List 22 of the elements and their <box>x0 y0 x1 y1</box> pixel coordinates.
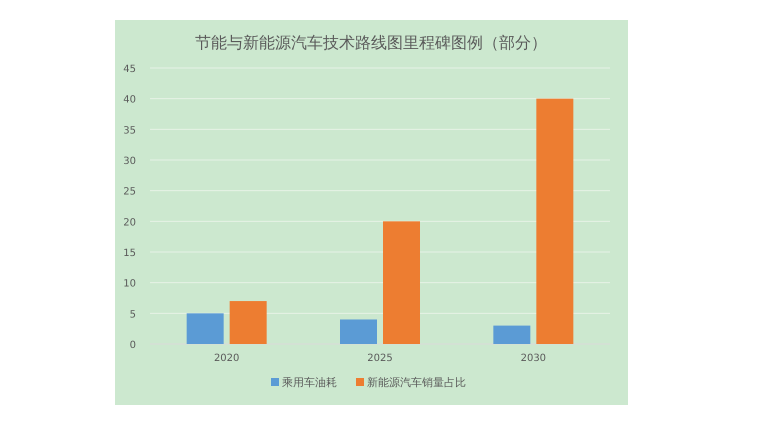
bar <box>186 313 224 344</box>
legend-label: 乘用车油耗 <box>282 376 337 389</box>
y-tick-label: 20 <box>123 217 136 228</box>
bar <box>230 301 267 344</box>
y-tick-label: 5 <box>130 309 136 320</box>
y-tick-label: 45 <box>123 64 136 75</box>
bar <box>493 326 530 344</box>
chart-title: 节能与新能源汽车技术路线图里程碑图例（部分） <box>195 33 547 52</box>
bar <box>536 98 574 344</box>
y-tick-label: 40 <box>123 94 136 106</box>
y-tick-label: 0 <box>130 340 136 351</box>
legend-label: 新能源汽车销量占比 <box>367 376 466 389</box>
y-tick-label: 30 <box>123 156 136 167</box>
y-tick-label: 35 <box>123 125 136 136</box>
x-tick-label: 2030 <box>520 353 546 364</box>
y-tick-label: 10 <box>123 278 136 290</box>
bar <box>383 221 420 344</box>
y-tick-label: 15 <box>123 248 136 259</box>
bar <box>340 319 377 344</box>
y-tick-label: 25 <box>123 186 136 198</box>
x-tick-label: 2025 <box>367 353 393 364</box>
x-tick-label: 2020 <box>214 353 240 364</box>
